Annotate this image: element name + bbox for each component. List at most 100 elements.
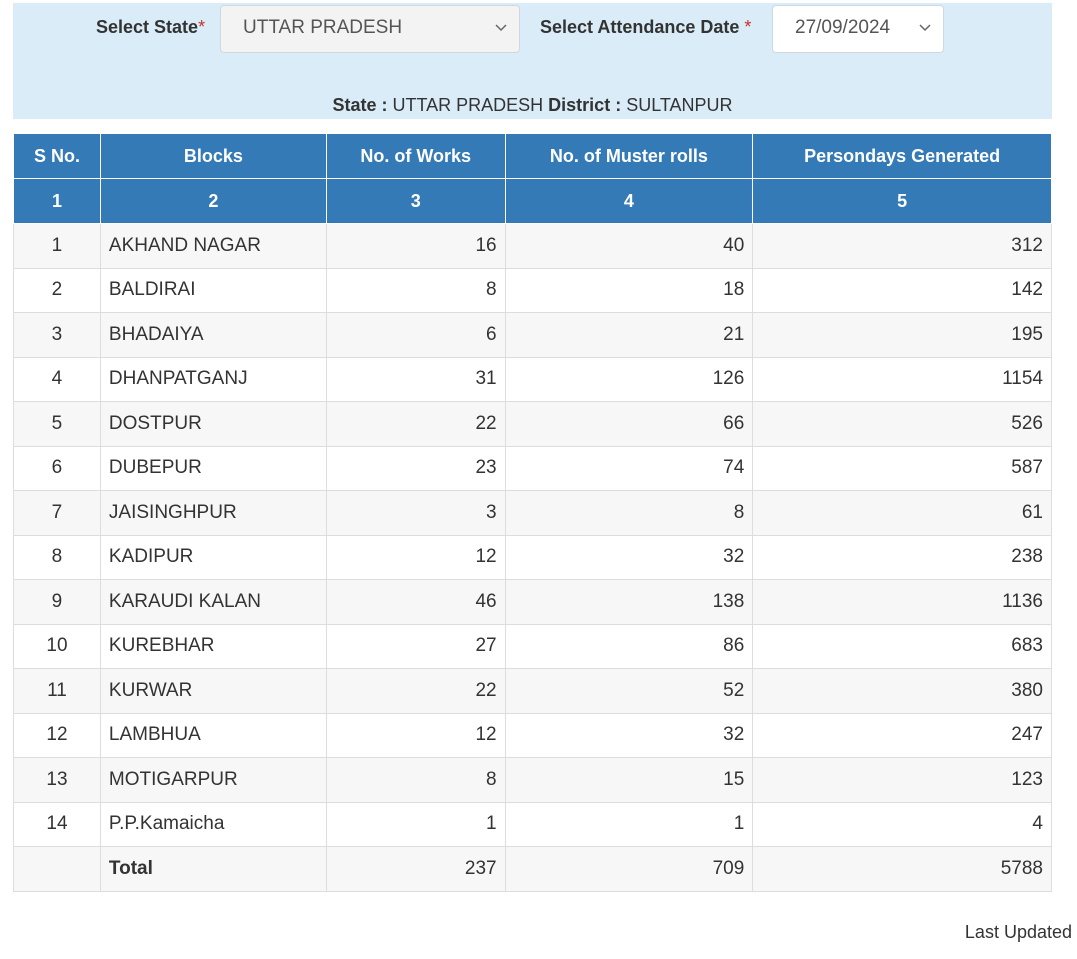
muster-link[interactable]: 32 (504, 712, 754, 758)
cell-works: 8 (325, 267, 506, 313)
table-row: 13 MOTIGARPUR 8 15 123 (13, 757, 1052, 803)
header-works: No. of Works (325, 133, 506, 179)
block-link[interactable]: AKHAND NAGAR (99, 223, 327, 269)
total-label: Total (99, 846, 327, 892)
table-row: 12 LAMBHUA 12 32 247 (13, 712, 1052, 758)
date-select[interactable]: 27/09/2024 (772, 5, 944, 53)
block-link[interactable]: LAMBHUA (99, 712, 327, 758)
info-state-value: UTTAR PRADESH (392, 95, 544, 115)
muster-link[interactable]: 126 (504, 356, 754, 402)
cell-persondays: 587 (752, 445, 1052, 491)
info-district-value: SULTANPUR (626, 95, 733, 115)
cell-works: 8 (325, 757, 506, 803)
header-blocks: Blocks (99, 133, 327, 179)
muster-link[interactable]: 1 (504, 801, 754, 847)
cell-sno: 9 (13, 579, 101, 625)
total-muster: 709 (504, 846, 754, 892)
muster-link[interactable]: 86 (504, 623, 754, 669)
cell-sno: 10 (13, 623, 101, 669)
block-link[interactable]: KARAUDI KALAN (99, 579, 327, 625)
cell-works: 16 (325, 223, 506, 269)
cell-persondays: 4 (752, 801, 1052, 847)
date-label: Select Attendance Date * (540, 17, 751, 38)
cell-works: 1 (325, 801, 506, 847)
muster-link[interactable]: 138 (504, 579, 754, 625)
cell-sno: 5 (13, 401, 101, 447)
cell-persondays: 195 (752, 312, 1052, 358)
table-row: 7 JAISINGHPUR 3 8 61 (13, 490, 1052, 536)
table-row: 14 P.P.Kamaicha 1 1 4 (13, 801, 1052, 847)
muster-link[interactable]: 15 (504, 757, 754, 803)
header-number: 4 (504, 178, 754, 224)
state-label: Select State* (96, 17, 205, 38)
total-persondays: 5788 (752, 846, 1052, 892)
muster-link[interactable]: 32 (504, 534, 754, 580)
header-sno: S No. (13, 133, 101, 179)
block-link[interactable]: KUREBHAR (99, 623, 327, 669)
block-link[interactable]: BALDIRAI (99, 267, 327, 313)
muster-link[interactable]: 52 (504, 668, 754, 714)
muster-link[interactable]: 74 (504, 445, 754, 491)
info-district-label: District : (548, 95, 622, 115)
state-select-value: UTTAR PRADESH (243, 17, 403, 38)
table-row: 10 KUREBHAR 27 86 683 (13, 623, 1052, 669)
header-number: 5 (752, 178, 1052, 224)
muster-link[interactable]: 40 (504, 223, 754, 269)
cell-sno: 2 (13, 267, 101, 313)
table-row: 1 AKHAND NAGAR 16 40 312 (13, 223, 1052, 269)
cell-persondays: 247 (752, 712, 1052, 758)
cell-persondays: 683 (752, 623, 1052, 669)
table-row: 2 BALDIRAI 8 18 142 (13, 267, 1052, 313)
last-updated: Last Updated (964, 922, 1072, 942)
cell-persondays: 142 (752, 267, 1052, 313)
info-state-label: State : (332, 95, 388, 115)
cell-works: 3 (325, 490, 506, 536)
block-link[interactable]: DUBEPUR (99, 445, 327, 491)
header-muster: No. of Muster rolls (504, 133, 754, 179)
block-link[interactable]: JAISINGHPUR (99, 490, 327, 536)
cell-sno: 8 (13, 534, 101, 580)
state-select[interactable]: UTTAR PRADESH (220, 5, 520, 53)
cell-works: 27 (325, 623, 506, 669)
table-row: 11 KURWAR 22 52 380 (13, 668, 1052, 714)
muster-link[interactable]: 21 (504, 312, 754, 358)
total-sno (13, 846, 101, 892)
block-link[interactable]: DHANPATGANJ (99, 356, 327, 402)
cell-sno: 4 (13, 356, 101, 402)
total-works: 237 (325, 846, 506, 892)
header-number: 3 (325, 178, 506, 224)
state-label-text: Select State (96, 17, 199, 37)
block-link[interactable]: KADIPUR (99, 534, 327, 580)
header-row: S No. Blocks No. of Works No. of Muster … (13, 133, 1052, 179)
header-persondays: Persondays Generated (752, 133, 1052, 179)
cell-works: 6 (325, 312, 506, 358)
cell-works: 22 (325, 668, 506, 714)
cell-persondays: 61 (752, 490, 1052, 536)
table-row: 8 KADIPUR 12 32 238 (13, 534, 1052, 580)
block-link[interactable]: DOSTPUR (99, 401, 327, 447)
muster-link[interactable]: 18 (504, 267, 754, 313)
cell-sno: 3 (13, 312, 101, 358)
filter-panel: Select State* UTTAR PRADESH Select Atten… (13, 3, 1052, 119)
cell-works: 23 (325, 445, 506, 491)
cell-persondays: 123 (752, 757, 1052, 803)
blocks-table: S No. Blocks No. of Works No. of Muster … (13, 133, 1052, 892)
required-mark: * (198, 17, 206, 37)
block-link[interactable]: MOTIGARPUR (99, 757, 327, 803)
cell-sno: 14 (13, 801, 101, 847)
muster-link[interactable]: 66 (504, 401, 754, 447)
cell-sno: 6 (13, 445, 101, 491)
block-link[interactable]: P.P.Kamaicha (99, 801, 327, 847)
cell-persondays: 380 (752, 668, 1052, 714)
muster-link[interactable]: 8 (504, 490, 754, 536)
date-select-value: 27/09/2024 (795, 17, 891, 38)
block-link[interactable]: KURWAR (99, 668, 327, 714)
cell-persondays: 1154 (752, 356, 1052, 402)
cell-works: 22 (325, 401, 506, 447)
cell-sno: 13 (13, 757, 101, 803)
cell-persondays: 238 (752, 534, 1052, 580)
cell-sno: 7 (13, 490, 101, 536)
header-number: 1 (13, 178, 101, 224)
block-link[interactable]: BHADAIYA (99, 312, 327, 358)
date-label-text: Select Attendance Date (540, 17, 745, 37)
